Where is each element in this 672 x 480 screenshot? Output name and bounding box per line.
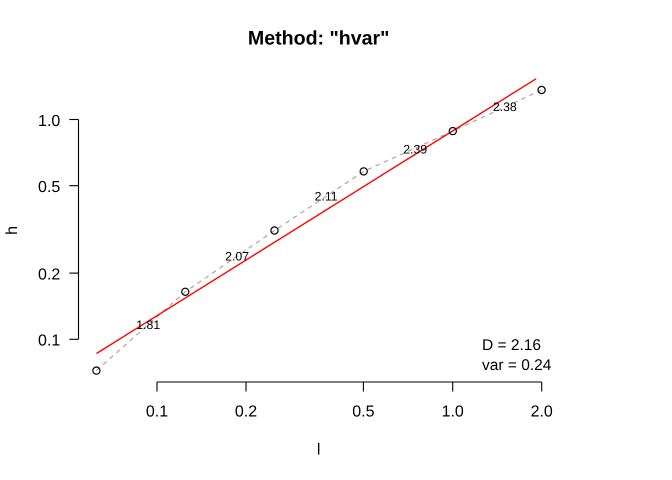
svg-text:var = 0.24: var = 0.24 [482,357,552,374]
svg-text:1.0: 1.0 [442,404,464,421]
svg-text:2.11: 2.11 [315,190,338,204]
svg-text:2.38: 2.38 [493,100,517,114]
svg-text:0.2: 0.2 [38,266,60,283]
svg-text:0.1: 0.1 [38,333,60,350]
svg-text:0.5: 0.5 [352,404,374,421]
svg-text:2.0: 2.0 [531,404,553,421]
svg-text:h: h [4,226,21,235]
svg-text:D = 2.16: D = 2.16 [482,337,541,354]
svg-text:l: l [317,442,321,459]
svg-text:1.0: 1.0 [38,113,60,130]
svg-text:2.39: 2.39 [403,142,427,156]
svg-text:0.2: 0.2 [235,404,257,421]
svg-text:Method: "hvar": Method: "hvar" [248,27,390,49]
svg-text:1.81: 1.81 [136,318,160,332]
svg-text:0.1: 0.1 [146,404,168,421]
svg-text:2.07: 2.07 [225,250,249,264]
svg-text:0.5: 0.5 [38,179,60,196]
